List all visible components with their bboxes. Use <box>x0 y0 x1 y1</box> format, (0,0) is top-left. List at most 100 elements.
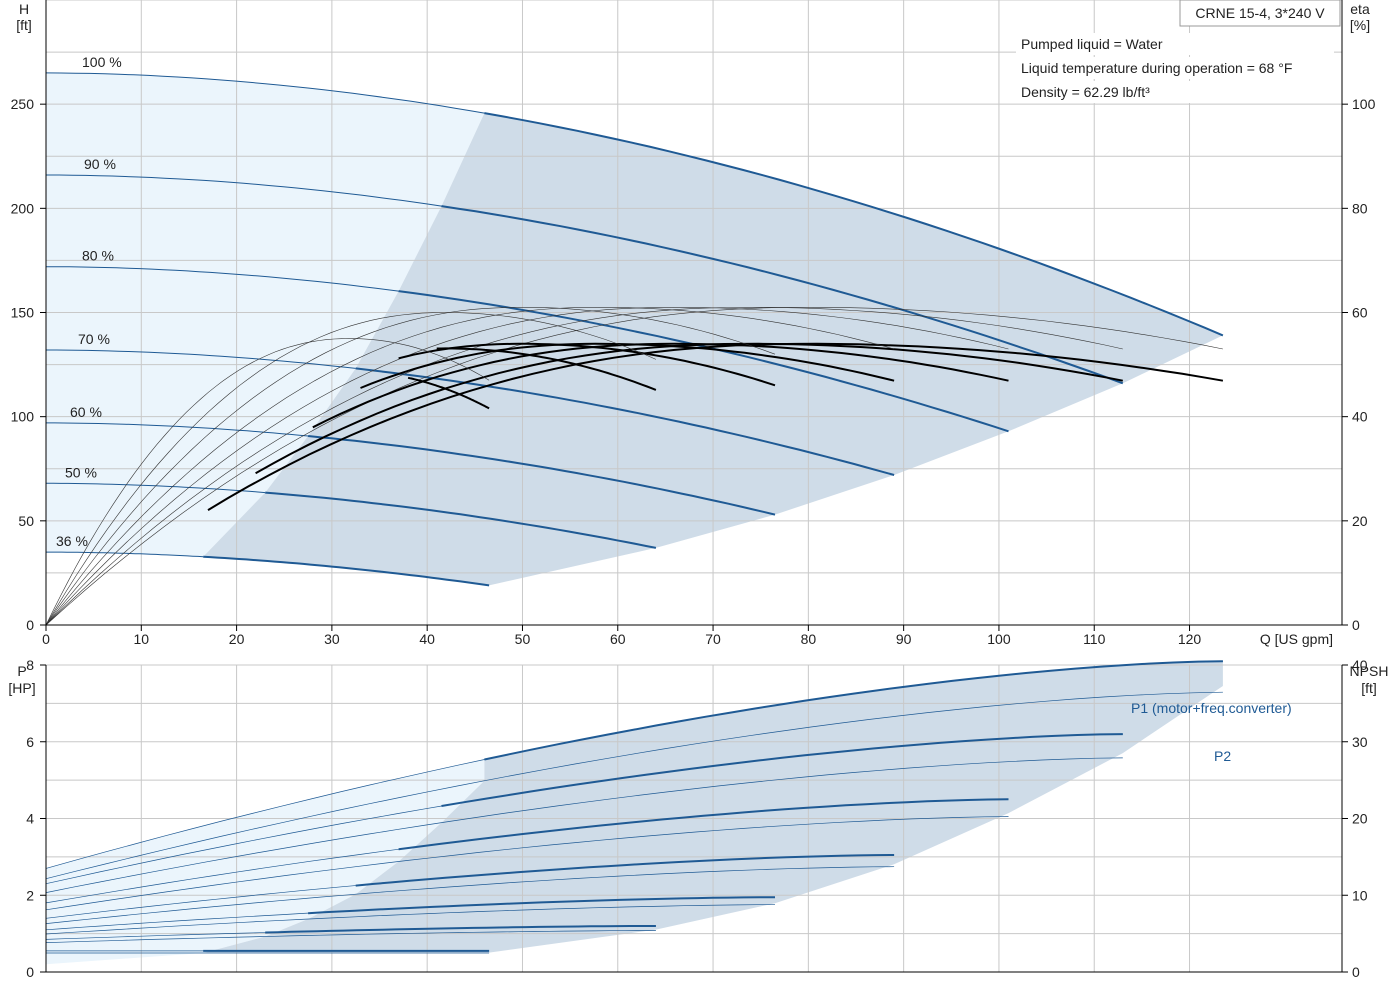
p-tick-label: 8 <box>26 657 34 673</box>
info-bg <box>1016 81 1334 103</box>
efficiency-curve-thin <box>45 306 895 626</box>
info-line: Density = 62.29 lb/ft³ <box>1021 84 1150 100</box>
npsh-tick-label: 30 <box>1352 734 1368 750</box>
x-tick-label: 120 <box>1178 631 1202 647</box>
x-tick-label: 90 <box>896 631 912 647</box>
speed-label: 90 % <box>84 156 116 172</box>
efficiency-curve-thin <box>45 312 657 626</box>
x-tick-label: 100 <box>987 631 1011 647</box>
light-operating-area <box>46 72 485 557</box>
efficiency-curve-thin <box>45 306 1009 626</box>
p1-curve <box>355 854 895 887</box>
title-box-text: CRNE 15-4, 3*240 V <box>1195 5 1325 21</box>
p2-curve <box>45 930 656 943</box>
eta-tick-label: 40 <box>1352 409 1368 425</box>
eta-tick-label: 80 <box>1352 200 1368 216</box>
light-power-area <box>46 759 485 965</box>
head-curve-light <box>45 72 485 114</box>
efficiency-curve <box>312 342 1009 429</box>
info-bg <box>1016 57 1334 79</box>
p2-curve <box>45 866 895 924</box>
p-axis-label: P <box>17 663 26 679</box>
head-curve-light <box>46 174 442 207</box>
head-curve <box>441 205 1124 385</box>
p-tick-label: 2 <box>26 887 34 903</box>
x-tick-label: 80 <box>801 631 817 647</box>
p1-curve <box>484 660 1223 761</box>
head-curve <box>203 555 490 587</box>
head-curve <box>355 367 895 476</box>
efficiency-curve <box>398 342 776 387</box>
y-tick-label: 200 <box>11 200 35 216</box>
x-tick-label: 70 <box>705 631 721 647</box>
speed-label: 60 % <box>70 404 102 420</box>
x-tick-label: 30 <box>324 631 340 647</box>
head-curve <box>307 435 776 516</box>
x-tick-label: 60 <box>610 631 626 647</box>
p-tick-label: 0 <box>26 964 34 980</box>
p1-curve <box>441 733 1123 807</box>
head-curve-light <box>46 422 309 437</box>
y-tick-label: 100 <box>11 409 35 425</box>
legend-p1: P1 (motor+freq.converter) <box>1131 700 1292 716</box>
efficiency-curve <box>407 376 490 410</box>
npsh-tick-label: 10 <box>1352 887 1368 903</box>
efficiency-curve <box>255 342 1123 475</box>
p2-curve <box>45 904 775 935</box>
info-bg <box>1016 33 1334 55</box>
eta-tick-label: 0 <box>1352 617 1360 633</box>
speed-label: 50 % <box>65 464 97 480</box>
title-box <box>1179 0 1341 27</box>
efficiency-curve-thin <box>45 338 490 626</box>
head-curve-light <box>46 349 356 369</box>
eta-tick-label: 100 <box>1352 96 1376 112</box>
p-axis-unit: [HP] <box>8 680 35 696</box>
eta-tick-label: 20 <box>1352 513 1368 529</box>
head-curve-light <box>46 266 399 292</box>
y-tick-label: 250 <box>11 96 35 112</box>
p-tick-label: 6 <box>26 734 34 750</box>
x-tick-label: 0 <box>42 631 50 647</box>
head-curve <box>484 112 1224 337</box>
x-tick-label: 20 <box>229 631 245 647</box>
x-tick-label: 10 <box>134 631 150 647</box>
p1-curve <box>265 925 656 934</box>
head-curve <box>265 491 657 549</box>
speed-label: 36 % <box>56 533 88 549</box>
efficiency-curve-thin <box>45 307 1123 626</box>
y-tick-label: 50 <box>18 513 34 529</box>
x-tick-label: 40 <box>419 631 435 647</box>
y-axis-label-left: H <box>19 1 29 17</box>
x-tick-label: 50 <box>515 631 531 647</box>
npsh-axis-unit: [ft] <box>1361 680 1377 696</box>
y-axis-unit-right: [%] <box>1350 17 1370 33</box>
y-tick-label: 150 <box>11 305 35 321</box>
head-curve-light <box>46 551 204 558</box>
speed-label: 70 % <box>78 331 110 347</box>
p-tick-label: 4 <box>26 811 34 827</box>
y-axis-label-right: eta <box>1350 1 1370 17</box>
npsh-tick-label: 0 <box>1352 964 1360 980</box>
info-line: Pumped liquid = Water <box>1021 36 1163 52</box>
info-line: Liquid temperature during operation = 68… <box>1021 60 1292 76</box>
p1-curve <box>398 798 1009 851</box>
x-axis-label: Q [US gpm] <box>1260 631 1333 647</box>
speed-label: 100 % <box>82 54 122 70</box>
npsh-axis-label: NPSH <box>1350 663 1389 679</box>
eta-tick-label: 60 <box>1352 305 1368 321</box>
x-tick-label: 110 <box>1083 631 1106 647</box>
efficiency-curve-thin <box>45 306 1223 626</box>
y-tick-label: 0 <box>26 617 34 633</box>
p2-curve <box>45 691 1223 880</box>
efficiency-curve <box>207 342 1224 511</box>
p2-curve <box>45 757 1123 893</box>
p1-curve <box>308 896 775 915</box>
efficiency-curve-thin <box>45 306 776 626</box>
speed-label: 80 % <box>82 248 114 264</box>
efficiency-curve <box>436 347 657 391</box>
npsh-tick-label: 20 <box>1352 811 1368 827</box>
y-axis-unit-left: [ft] <box>16 17 32 33</box>
npsh-tick-label: 40 <box>1352 657 1368 673</box>
